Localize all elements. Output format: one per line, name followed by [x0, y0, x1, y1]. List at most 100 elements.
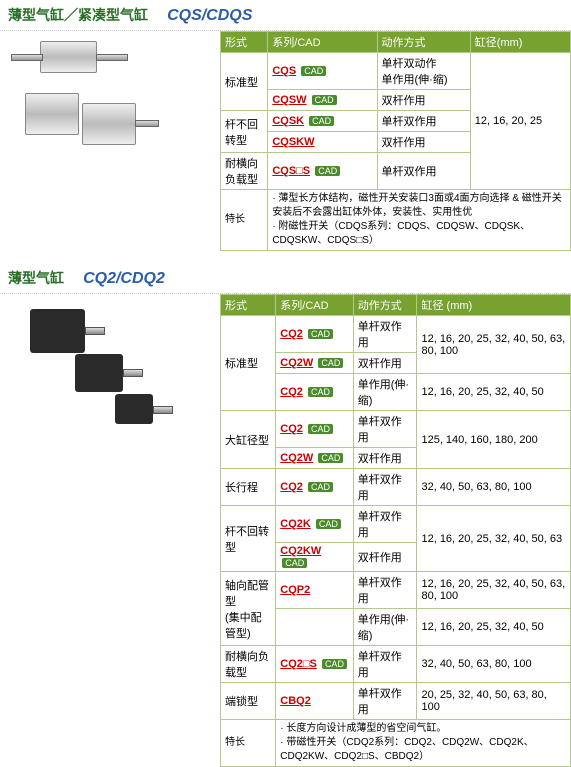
features-label: 特长	[221, 190, 268, 251]
cad-badge[interactable]: CAD	[308, 482, 333, 492]
series-cell: CQP2	[276, 572, 353, 609]
series-cell: CQ2 CAD	[276, 411, 353, 448]
table-row: 标准型CQS CAD单杆双动作 单作用(伸·缩)12, 16, 20, 25	[221, 53, 571, 90]
type-cell: 标准型	[221, 316, 276, 411]
series-link[interactable]: CQSKW	[272, 136, 314, 148]
series-link[interactable]: CQ2K	[280, 518, 311, 530]
bore-cell: 12, 16, 20, 25, 32, 40, 50	[417, 609, 571, 646]
th-series: 系列/CAD	[268, 32, 377, 53]
series-cell: CQ2W CAD	[276, 448, 353, 469]
series-cell: CQ2W CAD	[276, 353, 353, 374]
series-cell: CQS CAD	[268, 53, 377, 90]
series-cell	[276, 609, 353, 646]
action-cell: 双杆作用	[377, 132, 470, 153]
cad-badge[interactable]: CAD	[308, 387, 333, 397]
th-type: 形式	[221, 295, 276, 316]
series-link[interactable]: CQP2	[280, 584, 310, 596]
cad-badge[interactable]: CAD	[301, 66, 326, 76]
action-cell: 单杆双作用	[353, 506, 417, 543]
series-cell: CQSW CAD	[268, 90, 377, 111]
bore-cell: 32, 40, 50, 63, 80, 100	[417, 646, 571, 683]
type-cell: 长行程	[221, 469, 276, 506]
series-link[interactable]: CQ2W	[280, 452, 313, 464]
action-cell: 双杆作用	[353, 448, 417, 469]
bore-cell: 12, 16, 20, 25, 32, 40, 50, 63	[417, 506, 571, 572]
cad-badge[interactable]: CAD	[315, 166, 340, 176]
th-series: 系列/CAD	[276, 295, 353, 316]
type-cell: 耐横向负载型	[221, 646, 276, 683]
series-link[interactable]: CQ2	[280, 423, 303, 435]
th-type: 形式	[221, 32, 268, 53]
type-cell: 耐横向负载型	[221, 153, 268, 190]
series-link[interactable]: CQSW	[272, 94, 306, 106]
bore-cell: 12, 16, 20, 25, 32, 40, 50	[417, 374, 571, 411]
series-link[interactable]: CQSK	[272, 115, 304, 127]
features-label: 特长	[221, 720, 276, 767]
section1-image	[0, 31, 220, 191]
series-cell: CQ2KW CAD	[276, 543, 353, 572]
action-cell: 单杆双作用	[353, 572, 417, 609]
cad-badge[interactable]: CAD	[316, 519, 341, 529]
cad-badge[interactable]: CAD	[312, 95, 337, 105]
th-action: 动作方式	[353, 295, 417, 316]
series-link[interactable]: CBQ2	[280, 695, 311, 707]
series-link[interactable]: CQ2	[280, 481, 303, 493]
type-cell: 轴向配管型 (集中配管型)	[221, 572, 276, 646]
series-cell: CQ2K CAD	[276, 506, 353, 543]
action-cell: 单杆双动作 单作用(伸·缩)	[377, 53, 470, 90]
cad-badge[interactable]: CAD	[309, 116, 334, 126]
section2-code: CQ2/CDQ2	[83, 270, 165, 287]
bore-cell: 32, 40, 50, 63, 80, 100	[417, 469, 571, 506]
series-cell: CQSKW	[268, 132, 377, 153]
cad-badge[interactable]: CAD	[322, 659, 347, 669]
section1-header: 薄型气缸／紧凑型气缸 CQS/CDQS	[0, 0, 571, 31]
section2-image	[0, 294, 220, 454]
action-cell: 单作用(伸·缩)	[353, 374, 417, 411]
section2-body: 形式 系列/CAD 动作方式 缸径 (mm) 标准型CQ2 CAD单杆双作用12…	[0, 294, 571, 767]
series-cell: CQ2□S CAD	[276, 646, 353, 683]
cad-badge[interactable]: CAD	[318, 453, 343, 463]
action-cell: 单杆双作用	[353, 683, 417, 720]
action-cell: 单杆双作用	[353, 646, 417, 683]
bore-cell: 12, 16, 20, 25, 32, 40, 50, 63, 80, 100	[417, 316, 571, 374]
type-cell: 杆不回转型	[221, 111, 268, 153]
table-row: 端锁型 CBQ2 单杆双作用20, 25, 32, 40, 50, 63, 80, …	[221, 683, 571, 720]
features-text: · 薄型长方体结构，磁性开关安装口3面或4面方向选择 & 磁性开关安装后不会露出…	[268, 190, 571, 251]
cad-badge[interactable]: CAD	[318, 358, 343, 368]
th-action: 动作方式	[377, 32, 470, 53]
table-row: 耐横向负载型CQ2□S CAD单杆双作用32, 40, 50, 63, 80, …	[221, 646, 571, 683]
bore-cell: 12, 16, 20, 25, 32, 40, 50, 63, 80, 100	[417, 572, 571, 609]
table-row: 长行程 CQ2 CAD 单杆双作用32, 40, 50, 63, 80, 100	[221, 469, 571, 506]
section1-body: 形式 系列/CAD 动作方式 缸径(mm) 标准型CQS CAD单杆双动作 单作…	[0, 31, 571, 251]
action-cell: 单作用(伸·缩)	[353, 609, 417, 646]
action-cell: 单杆双作用	[353, 469, 417, 506]
table-row: 标准型CQ2 CAD单杆双作用12, 16, 20, 25, 32, 40, 5…	[221, 316, 571, 353]
series-link[interactable]: CQ2KW	[280, 545, 321, 557]
series-link[interactable]: CQ2	[280, 328, 303, 340]
action-cell: 单杆双作用	[377, 111, 470, 132]
table-row: 杆不回转型CQ2K CAD单杆双作用12, 16, 20, 25, 32, 40…	[221, 506, 571, 543]
type-cell: 端锁型	[221, 683, 276, 720]
series-link[interactable]: CQ2□S	[280, 658, 317, 670]
series-cell: CQ2 CAD	[276, 316, 353, 353]
bore-cell: 20, 25, 32, 40, 50, 63, 80, 100	[417, 683, 571, 720]
series-link[interactable]: CQS□S	[272, 165, 310, 177]
type-cell: 标准型	[221, 53, 268, 111]
series-cell: CQS□S CAD	[268, 153, 377, 190]
cad-badge[interactable]: CAD	[282, 558, 307, 568]
series-link[interactable]: CQS	[272, 65, 296, 77]
section1-table: 形式 系列/CAD 动作方式 缸径(mm) 标准型CQS CAD单杆双动作 单作…	[220, 31, 571, 251]
series-link[interactable]: CQ2	[280, 386, 303, 398]
action-cell: 单杆双作用	[377, 153, 470, 190]
section2-header: 薄型气缸 CQ2/CDQ2	[0, 263, 571, 294]
table-row: 轴向配管型 (集中配管型)CQP2单杆双作用12, 16, 20, 25, 32…	[221, 572, 571, 609]
series-link[interactable]: CQ2W	[280, 357, 313, 369]
section1-title: 薄型气缸／紧凑型气缸	[8, 7, 148, 23]
action-cell: 双杆作用	[353, 543, 417, 572]
action-cell: 单杆双作用	[353, 316, 417, 353]
features-text: · 长度方向设计成薄型的省空间气缸。 · 带磁性开关（CDQ2系列：CDQ2、C…	[276, 720, 571, 767]
cad-badge[interactable]: CAD	[308, 424, 333, 434]
type-cell: 杆不回转型	[221, 506, 276, 572]
series-cell: CQ2 CAD	[276, 374, 353, 411]
cad-badge[interactable]: CAD	[308, 329, 333, 339]
